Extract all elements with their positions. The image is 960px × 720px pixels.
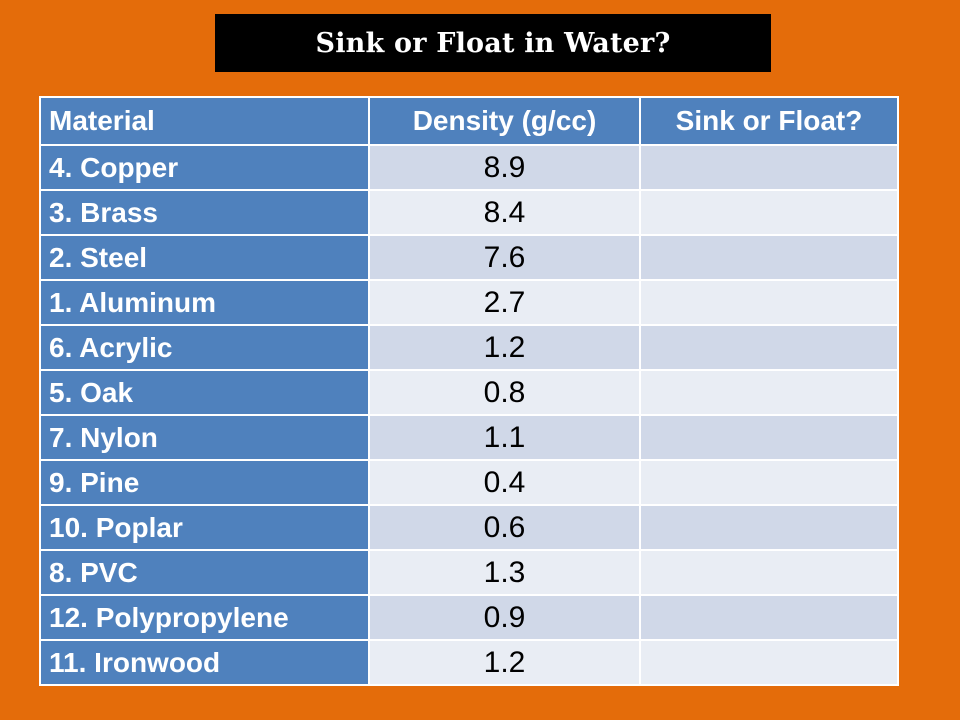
- table-row: 5. Oak 0.8: [39, 369, 899, 416]
- sink-or-float-cell: [639, 594, 899, 641]
- table-row: 4. Copper 8.9: [39, 144, 899, 191]
- material-cell: 12. Polypropylene: [39, 594, 370, 641]
- material-cell: 10. Poplar: [39, 504, 370, 551]
- density-cell: 0.9: [368, 594, 641, 641]
- density-cell: 1.1: [368, 414, 641, 461]
- sink-or-float-cell: [639, 369, 899, 416]
- slide-title: Sink or Float in Water?: [215, 14, 771, 72]
- table-row: 6. Acrylic 1.2: [39, 324, 899, 371]
- material-cell: 6. Acrylic: [39, 324, 370, 371]
- density-cell: 1.2: [368, 324, 641, 371]
- material-cell: 2. Steel: [39, 234, 370, 281]
- density-cell: 7.6: [368, 234, 641, 281]
- table-row: 11. Ironwood 1.2: [39, 639, 899, 686]
- sink-or-float-cell: [639, 459, 899, 506]
- sink-or-float-cell: [639, 504, 899, 551]
- density-cell: 0.8: [368, 369, 641, 416]
- table-row: 2. Steel 7.6: [39, 234, 899, 281]
- density-cell: 2.7: [368, 279, 641, 326]
- table-header-row: Material Density (g/cc) Sink or Float?: [39, 96, 899, 146]
- table-row: 9. Pine 0.4: [39, 459, 899, 506]
- material-cell: 1. Aluminum: [39, 279, 370, 326]
- sink-or-float-cell: [639, 549, 899, 596]
- density-cell: 8.9: [368, 144, 641, 191]
- material-cell: 5. Oak: [39, 369, 370, 416]
- header-material: Material: [39, 96, 370, 146]
- table-row: 7. Nylon 1.1: [39, 414, 899, 461]
- table-row: 8. PVC 1.3: [39, 549, 899, 596]
- material-cell: 3. Brass: [39, 189, 370, 236]
- sink-or-float-cell: [639, 189, 899, 236]
- table-row: 3. Brass 8.4: [39, 189, 899, 236]
- material-cell: 4. Copper: [39, 144, 370, 191]
- header-density: Density (g/cc): [368, 96, 641, 146]
- material-cell: 11. Ironwood: [39, 639, 370, 686]
- material-cell: 8. PVC: [39, 549, 370, 596]
- density-table: Material Density (g/cc) Sink or Float? 4…: [39, 96, 899, 686]
- sink-or-float-cell: [639, 324, 899, 371]
- sink-or-float-cell: [639, 234, 899, 281]
- table-row: 10. Poplar 0.6: [39, 504, 899, 551]
- table-row: 12. Polypropylene 0.9: [39, 594, 899, 641]
- table-body: 4. Copper 8.9 3. Brass 8.4 2. Steel 7.6 …: [39, 144, 899, 686]
- density-cell: 0.4: [368, 459, 641, 506]
- table-row: 1. Aluminum 2.7: [39, 279, 899, 326]
- density-cell: 1.3: [368, 549, 641, 596]
- density-cell: 1.2: [368, 639, 641, 686]
- sink-or-float-cell: [639, 144, 899, 191]
- sink-or-float-cell: [639, 279, 899, 326]
- header-sink-or-float: Sink or Float?: [639, 96, 899, 146]
- density-cell: 0.6: [368, 504, 641, 551]
- density-cell: 8.4: [368, 189, 641, 236]
- sink-or-float-cell: [639, 414, 899, 461]
- sink-or-float-cell: [639, 639, 899, 686]
- material-cell: 9. Pine: [39, 459, 370, 506]
- slide-title-text: Sink or Float in Water?: [315, 27, 671, 59]
- material-cell: 7. Nylon: [39, 414, 370, 461]
